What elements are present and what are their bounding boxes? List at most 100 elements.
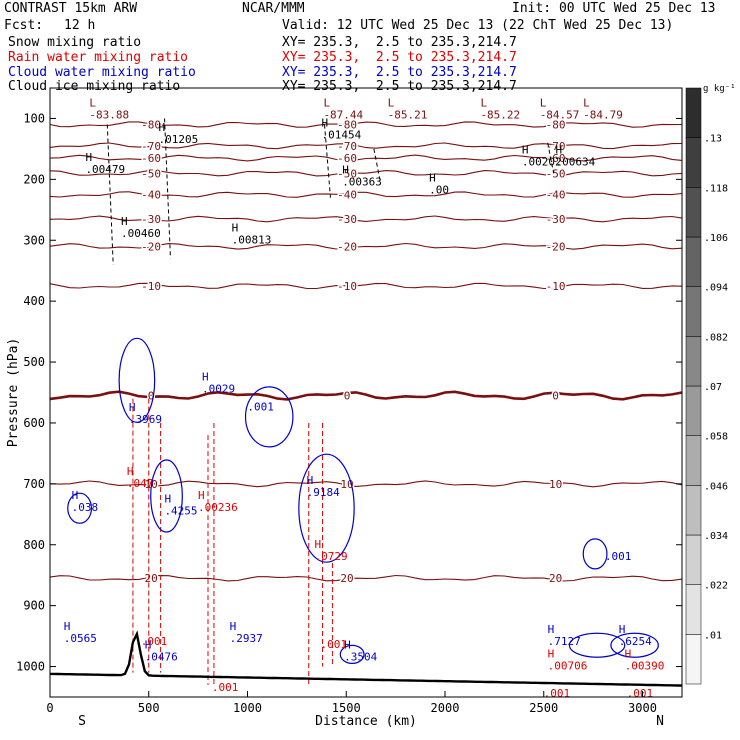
temperature-extremum-value: -84.79 (583, 108, 623, 121)
x-tick-label: 500 (138, 701, 160, 715)
cloud-ice-extremum-value: .01205 (159, 133, 199, 146)
isotherm-label: 0 (148, 390, 155, 403)
cloud-water-extremum-value: .2937 (230, 632, 263, 645)
colorbar-swatch (685, 385, 702, 436)
isotherm-label: -40 (337, 189, 357, 202)
isotherm-line (49, 480, 683, 488)
cloud-water-contour (244, 386, 294, 448)
temperature-extremum-marker: L (583, 96, 590, 109)
cloud-ice-extremum-marker: H (232, 221, 239, 234)
isotherm-line (49, 215, 683, 223)
cloud-water-extremum-marker: H (72, 489, 79, 502)
isotherm-label: -80 (546, 119, 566, 132)
cloud-water-extremum-marker: H (344, 638, 351, 651)
cloud-water-extremum-value: .038 (72, 501, 99, 514)
isotherm-label: 20 (549, 572, 562, 585)
temperature-extremum-value: -87.44 (323, 108, 363, 121)
cloud-water-contour (610, 632, 659, 658)
rain-water-extremum-value: .047 (127, 477, 154, 490)
cloud-water-extremum-marker: H (64, 620, 71, 633)
cloud-ice-extremum-marker: H (556, 143, 563, 156)
rain-water-extremum-value: .00706 (548, 660, 588, 673)
temperature-extremum-value: -83.88 (89, 108, 129, 121)
rain-water-extremum-value: .001 (212, 681, 239, 694)
field-ice-xy: XY= 235.3, 2.5 to 235.3,214.7 (282, 79, 517, 94)
cloud-water-extremum-marker: H (307, 474, 314, 487)
isotherm-label: -60 (337, 152, 357, 165)
colorbar-tick-label: .118 (704, 183, 728, 194)
isotherm-label: -20 (337, 240, 357, 253)
cloud-ice-extremum-value: .00634 (556, 155, 596, 168)
cloud-water-contour (67, 492, 93, 524)
cloud-ice-extremum-value: .00813 (232, 233, 272, 246)
isotherm-line (49, 142, 683, 150)
cloud-water-contour (568, 632, 626, 658)
isotherm-label: -50 (546, 167, 566, 180)
rain-water-extremum-value: .0729 (315, 550, 348, 563)
colorbar-swatch (685, 87, 702, 138)
cloud-ice-extremum-value: .00 (429, 183, 449, 196)
cloud-water-extremum-value: .001 (605, 550, 632, 563)
colorbar-unit: g kg⁻¹ (703, 84, 736, 94)
cloud-ice-extremum-value: .00479 (85, 163, 125, 176)
cloud-ice-extremum-marker: H (159, 121, 166, 134)
init-time: Init: 00 UTC Wed 25 Dec 13 (512, 1, 716, 16)
rain-water-extremum-marker: H (625, 648, 632, 661)
colorbar-swatch (685, 634, 702, 685)
rain-water-extremum-value: .00236 (198, 501, 238, 514)
model-title: CONTRAST 15km ARW (4, 1, 138, 16)
forecast-hour: 12 h (64, 18, 96, 33)
colorbar-tick-label: .046 (704, 481, 728, 492)
temperature-extremum-marker: L (323, 96, 330, 109)
cloud-water-extremum-marker: H (145, 638, 152, 651)
isotherm-line (49, 154, 683, 162)
field-snow-xy: XY= 235.3, 2.5 to 235.3,214.7 (282, 35, 517, 50)
x-tick-label: 3000 (628, 701, 657, 715)
cloud-ice-contour (106, 124, 114, 265)
cloud-ice-extremum-marker: H (121, 215, 128, 228)
rain-water-extremum-marker: H (198, 489, 205, 502)
y-tick-label: 900 (23, 599, 45, 613)
isotherm-label: 10 (549, 478, 562, 491)
isotherm-label: -40 (141, 189, 161, 202)
cloud-water-extremum-marker: H (548, 623, 555, 636)
isotherm-label: -40 (546, 189, 566, 202)
rain-water-extremum-marker: H (315, 538, 322, 551)
isotherm-label: -20 (546, 240, 566, 253)
cloud-water-extremum-value: .4255 (164, 504, 197, 517)
isotherm-label: 0 (344, 390, 351, 403)
isotherm-line (49, 169, 683, 177)
cloud-water-extremum-value: .9184 (307, 486, 340, 499)
colorbar-swatch (685, 137, 702, 188)
isotherm-label: -60 (141, 152, 161, 165)
cloud-ice-extremum-value: .00460 (121, 227, 161, 240)
cloud-ice-contour (324, 124, 331, 198)
isotherm-line (49, 121, 683, 128)
isotherm-label: -70 (141, 140, 161, 153)
cloud-water-extremum-value: .0476 (145, 650, 178, 663)
temperature-extremum-value: -84.57 (540, 108, 580, 121)
cloud-water-extremum-value: .3504 (344, 650, 377, 663)
colorbar-tick-label: .07 (704, 382, 722, 393)
colorbar-swatch (685, 187, 702, 238)
temperature-extremum-marker: L (89, 96, 96, 109)
cloud-water-extremum-marker: H (164, 492, 171, 505)
rain-water-extremum-value: .001 (320, 638, 347, 651)
isotherm-label: -30 (141, 213, 161, 226)
y-tick-label: 600 (23, 416, 45, 430)
y-tick-label: 200 (23, 172, 45, 186)
cloud-water-extremum-marker: H (619, 623, 626, 636)
cloud-ice-contour (164, 118, 171, 259)
colorbar-tick-label: .106 (704, 233, 728, 244)
cloud-water-extremum-value: .0029 (202, 382, 235, 395)
isotherm-label: -10 (546, 280, 566, 293)
colorbar-tick-label: .082 (704, 332, 728, 343)
cloud-water-extremum-value: .0565 (64, 632, 97, 645)
y-tick-label: 700 (23, 477, 45, 491)
temperature-extremum-marker: L (388, 96, 395, 109)
temperature-extremum-marker: L (540, 96, 547, 109)
colorbar-swatch (685, 336, 702, 387)
isotherm-label: -30 (546, 213, 566, 226)
